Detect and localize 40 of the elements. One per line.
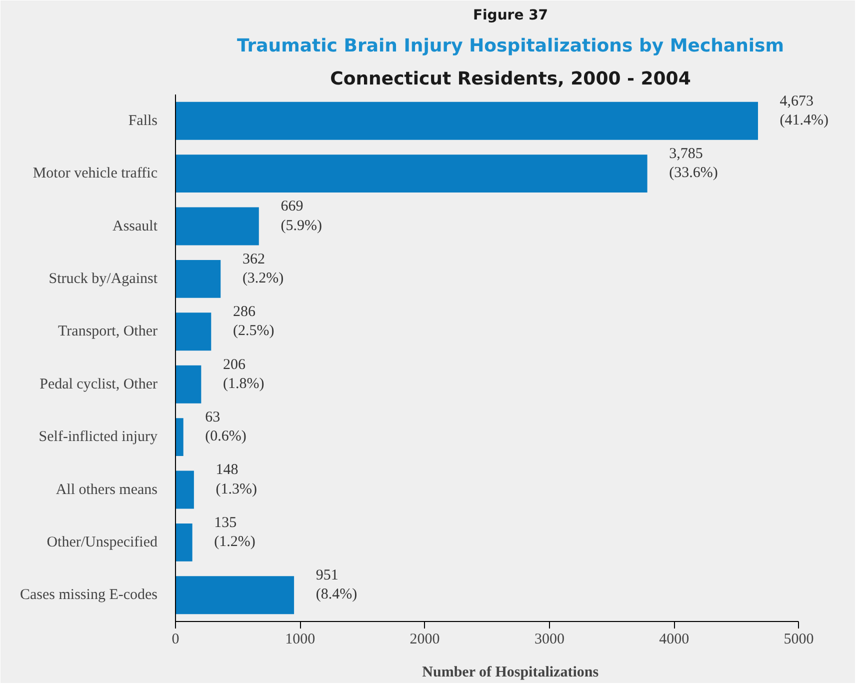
- x-tick-label: 1000: [285, 632, 316, 648]
- y-tick-label: Self-inflicted injury: [38, 429, 158, 446]
- data-label: 4,673 (41.4%): [780, 93, 829, 128]
- x-tick-label: 2000: [410, 632, 440, 648]
- y-tick-label: Motor vehicle traffic: [32, 166, 158, 182]
- data-label: 63 (0.6%): [205, 409, 246, 445]
- bar: [176, 102, 758, 140]
- bar: [176, 365, 202, 404]
- data-label: 3,785 (33.6%): [669, 146, 718, 182]
- caption: Figure 37: [472, 8, 548, 24]
- y-tick-label: All others means: [56, 482, 158, 498]
- y-tick-label: Pedal cyclist, Other: [40, 376, 158, 392]
- bar: [176, 260, 221, 298]
- data-label: 362 (3.2%): [242, 251, 284, 287]
- y-tick-label: Assault: [112, 218, 158, 234]
- x-tick-label: 3000: [534, 632, 564, 648]
- data-label: 206 (1.8%): [222, 356, 264, 392]
- data-label: 951 (8.4%): [316, 568, 358, 603]
- chart-subtitle: Connecticut Residents, 2000 - 2004: [330, 68, 691, 90]
- bar: [176, 207, 259, 246]
- y-tick-label: Other/Unspecified: [46, 534, 158, 550]
- bar: [176, 418, 184, 456]
- data-label: 286 (2.5%): [232, 304, 274, 340]
- bar: [176, 312, 212, 351]
- x-tick-label: 0: [172, 632, 180, 648]
- bar: [176, 523, 192, 562]
- data-label: 148 (1.3%): [216, 462, 258, 498]
- y-tick-label: Transport, Other: [58, 324, 158, 340]
- chart-title: Traumatic Brain Injury Hospitalizations by Mechanism: [236, 36, 784, 56]
- data-label: 135 (1.2%): [214, 514, 256, 550]
- x-tick-label: 4000: [659, 632, 690, 648]
- bar: [176, 154, 648, 193]
- x-tick-label: 5000: [784, 632, 814, 648]
- y-tick-label: Struck by/Against: [48, 270, 158, 287]
- data-label: 669 (5.9%): [280, 198, 322, 234]
- bar: [176, 470, 194, 509]
- bar: [176, 576, 294, 614]
- y-tick-label: Falls: [128, 112, 158, 129]
- x-axis-title: Number of Hospitalizations: [422, 664, 599, 680]
- y-tick-label: Cases missing E-codes: [20, 587, 158, 604]
